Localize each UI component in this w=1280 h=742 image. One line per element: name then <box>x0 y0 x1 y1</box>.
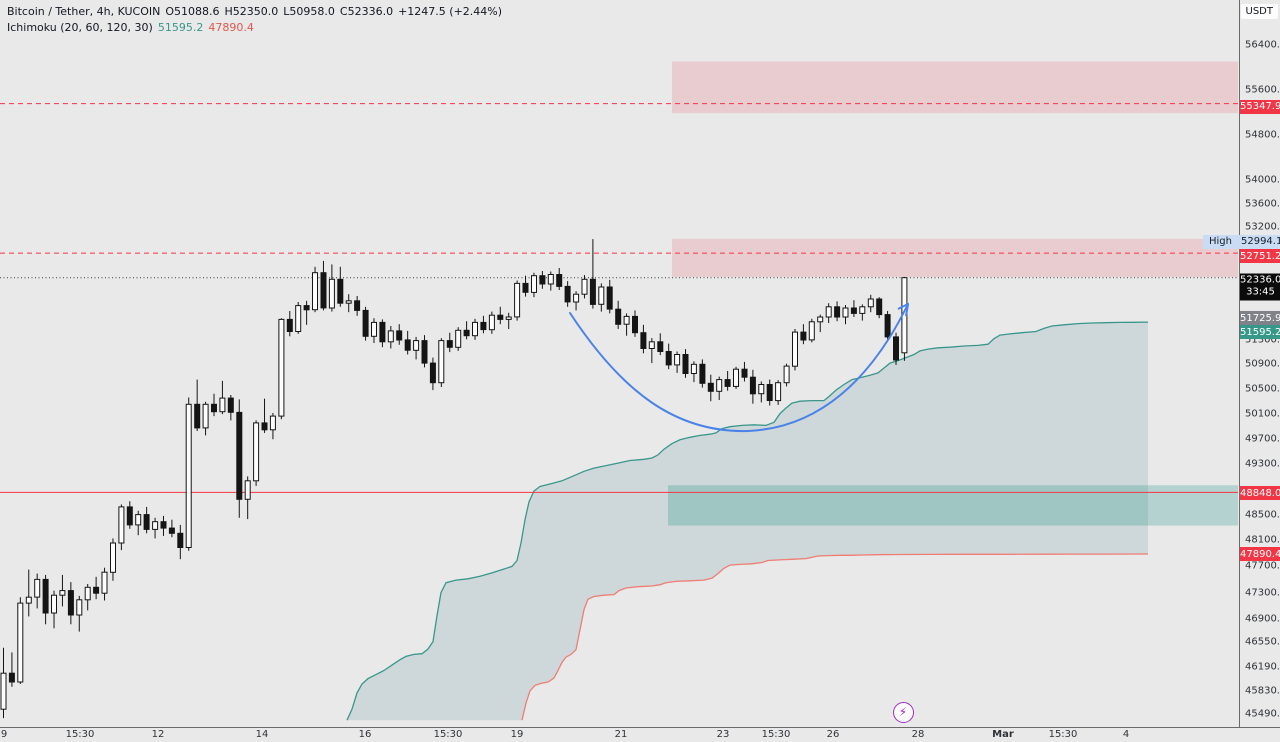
bar-countdown: 33:45 <box>1246 286 1275 298</box>
time-tick-23: 23 <box>716 729 730 740</box>
chart-canvas[interactable] <box>0 0 1239 727</box>
price-label-chip-51725.9: 51725.9 <box>1240 311 1280 326</box>
symbol-title: Bitcoin / Tether, 4h, KUCOIN <box>7 5 161 18</box>
price-label-chip-52751.2: 52751.2 <box>1240 249 1280 264</box>
ichimoku-lead2-line <box>521 553 1149 721</box>
price-tick-49300.0: 49300.0 <box>1245 458 1280 470</box>
price-tick-55600.0: 55600.0 <box>1245 84 1280 95</box>
time-tick-14: 14 <box>255 729 269 740</box>
indicator-lead1-value: 51595.2 <box>157 21 204 34</box>
time-tick-16: 16 <box>358 729 372 740</box>
ohlc-low: L50958.0 <box>283 5 335 18</box>
demand-zone-teal <box>668 485 1238 526</box>
price-label-chip-47890.4: 47890.4 <box>1240 547 1280 561</box>
chart-legend: Bitcoin / Tether, 4h, KUCOIN O51088.6 H523… <box>7 4 502 36</box>
time-tick-15:30: 15:30 <box>433 729 463 740</box>
price-tick-54000.0: 54000.0 <box>1245 174 1280 186</box>
price-tick-50900.0: 50900.0 <box>1245 358 1280 370</box>
time-tick-28: 28 <box>911 729 925 740</box>
high-price-marker: High 52994.1 <box>1203 234 1280 249</box>
price-tick-54800.0: 54800.0 <box>1245 129 1280 141</box>
price-label-chip-48848.0: 48848.0 <box>1240 486 1280 501</box>
lightning-badge-icon[interactable]: ⚡ <box>892 701 914 723</box>
time-tick-15:30: 15:30 <box>1048 729 1078 740</box>
price-tick-56400.0: 56400.0 <box>1245 39 1280 51</box>
ohlc-change: +1247.5 (+2.44%) <box>398 5 503 18</box>
price-tick-50100.0: 50100.0 <box>1245 408 1280 420</box>
time-tick-21: 21 <box>614 729 628 740</box>
time-axis[interactable]: 9 15:30 12 14 16 15:30 19 21 23 15:30 26 28 Mar 15:30… <box>0 727 1280 742</box>
time-tick-19: 19 <box>510 729 524 740</box>
price-label-chip-52336.0: 52336.0 33:45 <box>1240 273 1280 301</box>
price-tick-46900.0: 46900.0 <box>1245 613 1280 625</box>
currency-toggle-badge[interactable]: USDT <box>1240 4 1278 19</box>
price-tick-47700.0: 47700.0 <box>1245 560 1280 572</box>
time-tick-9: 9 <box>0 729 8 740</box>
time-tick-15:30: 15:30 <box>761 729 791 740</box>
time-tick-26: 26 <box>826 729 840 740</box>
high-marker-value: 52994.1 <box>1240 236 1280 248</box>
price-tick-48500.0: 48500.0 <box>1245 509 1280 521</box>
price-tick-49700.0: 49700.0 <box>1245 433 1280 445</box>
supply-zone-lower <box>672 238 1238 277</box>
supply-zone-upper <box>672 61 1238 114</box>
price-tick-46550.0: 46550.0 <box>1245 636 1280 648</box>
ohlc-open: O51088.6 <box>165 5 220 18</box>
price-tick-50500.0: 50500.0 <box>1245 383 1280 395</box>
price-label-chip-51595.2: 51595.2 <box>1240 325 1280 340</box>
time-tick-4: 4 <box>1122 729 1130 740</box>
price-tick-51300.0: 51300.0 <box>1245 334 1280 346</box>
indicator-lead2-value: 47890.4 <box>208 21 254 34</box>
ichimoku-cloud-fill <box>347 322 1148 721</box>
trend-curve-arrow <box>569 303 909 433</box>
candles-layer <box>0 239 908 719</box>
time-tick-12: 12 <box>151 729 165 740</box>
ichimoku-lead1-line <box>346 321 1149 721</box>
time-tick-15:30: 15:30 <box>65 729 95 740</box>
price-tick-53600.0: 53600.0 <box>1245 198 1280 209</box>
time-tick-Mar: Mar <box>992 729 1014 740</box>
high-marker-label: High <box>1209 236 1232 248</box>
price-tick-47300.0: 47300.0 <box>1245 587 1280 599</box>
price-tick-45830.0: 45830.0 <box>1245 685 1280 697</box>
legend-indicator-row[interactable]: Ichimoku (20, 60, 120, 30) 51595.2 47890.4 <box>7 20 502 36</box>
arrow-head-icon <box>897 303 909 317</box>
legend-symbol-row[interactable]: Bitcoin / Tether, 4h, KUCOIN O51088.6 H523… <box>7 4 502 20</box>
price-axis[interactable]: USDT 56400.0 55600.0 54800.0 54000.0 53600.0… <box>1239 0 1280 727</box>
price-tick-48100.0: 48100.0 <box>1245 534 1280 546</box>
ohlc-high: H52350.0 <box>224 5 279 18</box>
price-tick-46190.0: 46190.0 <box>1245 661 1280 672</box>
ohlc-close: C52336.0 <box>339 5 394 18</box>
indicator-title: Ichimoku (20, 60, 120, 30) <box>7 21 153 34</box>
price-tick-53200.0: 53200.0 <box>1245 221 1280 233</box>
price-label-chip-55347.9: 55347.9 <box>1240 99 1280 114</box>
price-tick-45490.0: 45490.0 <box>1245 708 1280 720</box>
